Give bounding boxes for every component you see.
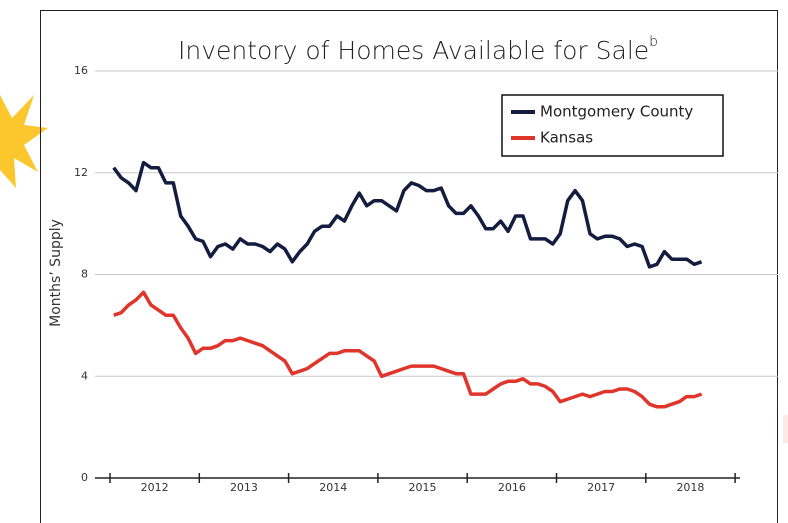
legend-label: Kansas <box>540 129 593 147</box>
decoration-tint <box>783 415 788 443</box>
y-tick-label: 0 <box>81 471 88 484</box>
y-axis-label: Months’ Supply <box>48 219 64 327</box>
x-tick-label: 2015 <box>409 481 437 494</box>
y-tick-label: 8 <box>81 268 88 281</box>
x-tick-label: 2012 <box>141 481 169 494</box>
legend-label: Montgomery County <box>540 103 693 121</box>
x-tick-label: 2018 <box>676 481 704 494</box>
x-tick-label: 2013 <box>230 481 258 494</box>
chart-title: Inventory of Homes Available for Saleb <box>178 34 658 65</box>
title-superscript: b <box>649 34 658 50</box>
x-tick-label: 2014 <box>319 481 347 494</box>
line-series <box>114 163 702 267</box>
y-tick-label: 4 <box>81 369 88 382</box>
y-tick-label: 16 <box>74 64 88 77</box>
y-tick-label: 12 <box>74 166 88 179</box>
chart: Inventory of Homes Available for Saleb M… <box>0 0 788 523</box>
line-series <box>114 292 702 407</box>
x-tick-label: 2016 <box>498 481 526 494</box>
title-text: Inventory of Homes Available for Sale <box>178 36 649 65</box>
x-tick-label: 2017 <box>587 481 615 494</box>
